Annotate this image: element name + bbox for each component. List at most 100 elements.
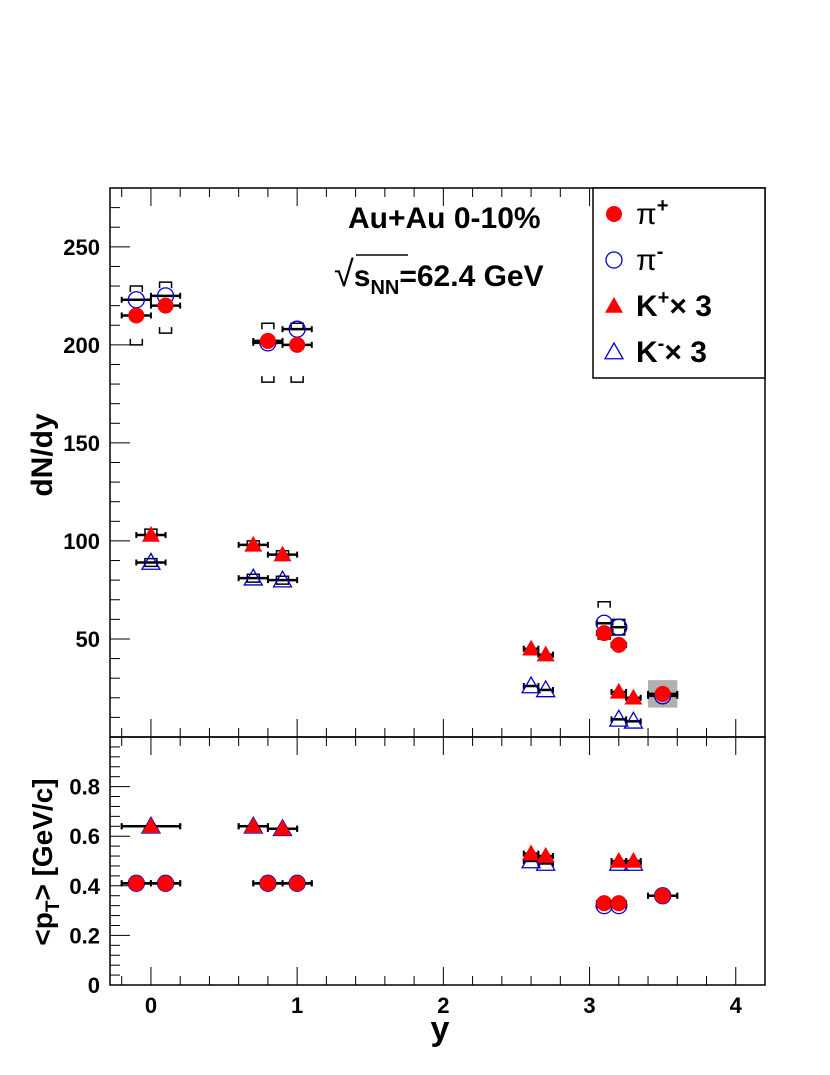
- k-plus-marker: [609, 852, 628, 868]
- k-plus-marker: [244, 535, 263, 552]
- series-pi_minus: [120, 874, 679, 915]
- pi-plus-marker: [610, 895, 627, 912]
- series-K_plus_x3: [120, 817, 643, 868]
- legend-suffix: × 3: [669, 290, 712, 323]
- legend: π+π-K+× 3K-× 3: [592, 187, 766, 379]
- annotation: Au+Au 0-10% √sNN=62.4 GeV: [334, 202, 544, 299]
- top-panel: 50 100 150 200 250 dN/dy Au+Au 0-10% √sNN=62…: [26, 187, 766, 738]
- k-minus-marker: [603, 341, 625, 360]
- pi-plus-marker: [289, 336, 306, 353]
- k-plus-marker: [536, 847, 555, 863]
- k-minus-marker: [608, 709, 629, 727]
- series-K_plus_x3: [135, 526, 643, 705]
- pi-plus-marker: [157, 297, 174, 314]
- bottom-panel: 0 0.2 0.4 0.6 0.8 0 1 2 3 4 <pT> [GeV/c] y: [27, 736, 766, 1048]
- bracket-bottom: [158, 327, 173, 334]
- series-pi_minus: [120, 287, 679, 705]
- pi-plus-marker: [259, 332, 276, 349]
- legend-superscript: -: [658, 333, 665, 355]
- k-minus-marker: [520, 675, 542, 694]
- legend-label-K_minus_x3: K-× 3: [636, 333, 707, 369]
- legend-symbol: π: [636, 198, 657, 231]
- legend-label-K_plus_x3: K+× 3: [636, 287, 712, 323]
- pi-plus-marker: [289, 875, 306, 892]
- bracket-top: [597, 600, 611, 608]
- bottom-plot-frame: [109, 736, 766, 986]
- ylabel-sub: T: [43, 900, 64, 912]
- pi-plus-marker: [654, 887, 671, 904]
- x-tick-label: 0: [145, 993, 157, 1018]
- annotation-line1: Au+Au 0-10%: [348, 202, 541, 235]
- top-y-axis-label: dN/dy: [26, 413, 59, 497]
- legend-symbol: π: [636, 244, 657, 277]
- y-tick-label: 0.6: [69, 824, 100, 849]
- k-minus-marker: [243, 567, 264, 586]
- y-tick-label: 100: [63, 529, 100, 554]
- y-tick-label: 250: [63, 235, 100, 260]
- pi-minus-marker: [605, 251, 623, 269]
- systematic-bracket: [290, 322, 304, 383]
- systematic-bracket: [129, 285, 144, 346]
- legend-superscript: +: [657, 195, 669, 217]
- sqrt-symbol: √: [334, 253, 354, 294]
- pi-plus-marker: [654, 685, 671, 702]
- bracket-top: [261, 322, 275, 330]
- k-plus-marker: [522, 639, 541, 656]
- pi-plus-marker: [596, 895, 613, 912]
- k-minus-marker: [535, 679, 556, 698]
- legend-label-pi_plus: π+: [636, 195, 668, 231]
- bottom-data-marks: [120, 815, 679, 915]
- top-data-marks: [120, 281, 679, 729]
- k-plus-marker: [244, 817, 263, 834]
- systematic-bracket: [158, 281, 173, 334]
- bracket-top: [158, 281, 173, 289]
- annotation-line2: √sNN=62.4 GeV: [334, 253, 544, 299]
- y-tick-label: 0.4: [69, 874, 100, 899]
- k-plus-marker: [141, 817, 160, 834]
- k-plus-marker: [609, 682, 628, 699]
- series-pi_plus: [120, 297, 679, 702]
- series-K_minus_x3: [135, 552, 644, 729]
- bracket-bottom: [129, 338, 144, 346]
- ylabel-rest: > [GeV/c]: [27, 778, 58, 900]
- pi-plus-marker: [128, 875, 145, 892]
- k-plus-marker: [605, 297, 623, 313]
- pi-plus-marker: [157, 875, 174, 892]
- legend-box: [592, 187, 766, 379]
- systematic-bracket: [261, 322, 275, 383]
- bracket-bottom: [261, 376, 275, 383]
- k-plus-marker: [273, 545, 292, 562]
- top-axes: 50 100 150 200 250: [63, 187, 766, 738]
- k-plus-marker: [624, 688, 643, 705]
- y-tick-label: 200: [63, 333, 100, 358]
- k-plus-marker: [273, 819, 292, 836]
- y-tick-label: 0.8: [69, 775, 100, 800]
- pi-minus-marker: [610, 618, 628, 636]
- k-plus-marker: [624, 852, 643, 868]
- k-minus-marker: [272, 569, 293, 588]
- legend-superscript: -: [657, 241, 664, 263]
- bracket-top: [129, 285, 144, 293]
- x-tick-label: 1: [291, 993, 303, 1018]
- x-tick-label: 4: [730, 993, 743, 1018]
- series-K_minus_x3: [120, 815, 644, 871]
- legend-suffix: × 3: [664, 336, 707, 369]
- legend-label-pi_minus: π-: [636, 241, 663, 277]
- y-tick-label: 0: [88, 973, 100, 998]
- y-tick-label: 150: [63, 431, 100, 456]
- y-tick-label: 50: [76, 627, 100, 652]
- ylabel-main: <p: [27, 912, 58, 945]
- annotation-subscript: NN: [370, 277, 399, 299]
- legend-symbol: K: [636, 290, 658, 323]
- legend-symbol: K: [636, 336, 658, 369]
- k-minus-marker: [140, 552, 162, 570]
- annotation-rest: =62.4 GeV: [399, 260, 543, 293]
- pi-plus-marker: [606, 206, 622, 222]
- pi-plus-marker: [259, 875, 276, 892]
- y-tick-label: 0.2: [69, 923, 100, 948]
- x-axis-label: y: [431, 1010, 450, 1048]
- bracket-bottom: [290, 376, 304, 383]
- legend-superscript: +: [658, 287, 670, 309]
- series-pi_plus: [120, 875, 679, 912]
- k-plus-marker: [141, 526, 160, 542]
